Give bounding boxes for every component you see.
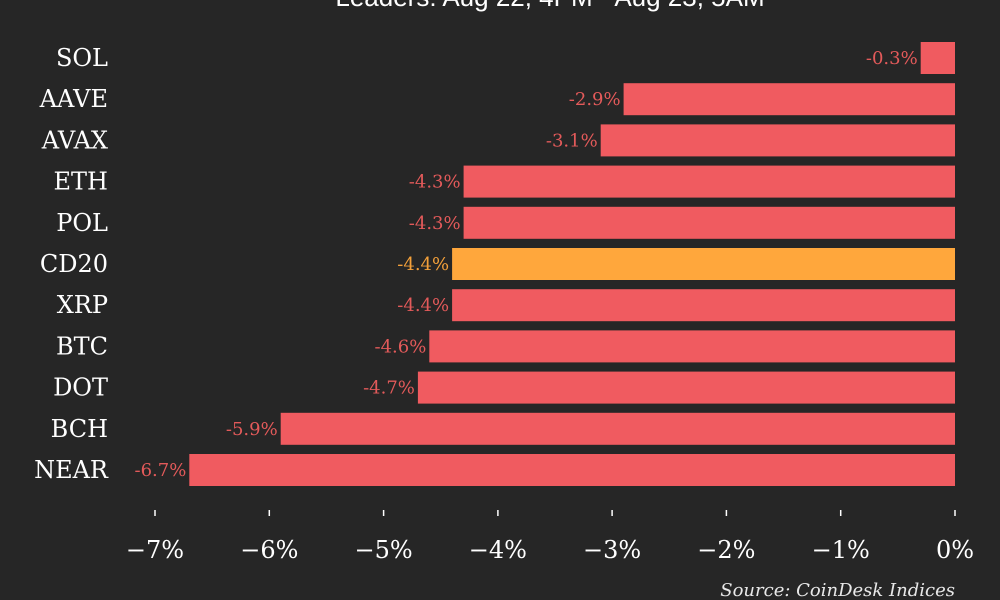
x-tick-label-2: −5% — [355, 536, 413, 564]
data-label-sol: -0.3% — [866, 48, 918, 69]
bar-sol — [920, 42, 955, 74]
category-label-cd20: CD20 — [40, 250, 108, 278]
category-label-pol: POL — [56, 209, 108, 237]
bar-eth — [463, 165, 955, 198]
category-label-dot: DOT — [53, 374, 108, 402]
category-label-xrp: XRP — [57, 291, 108, 319]
chart-title: Leaders: Aug 22, 4PM - Aug 23, 5AM — [335, 0, 764, 12]
category-label-bch: BCH — [51, 415, 108, 443]
x-tick-label-3: −4% — [469, 536, 527, 564]
category-label-avax: AVAX — [41, 126, 108, 154]
bar-pol — [463, 206, 955, 239]
x-tick-label-6: −1% — [812, 536, 870, 564]
bar-dot — [417, 371, 955, 404]
category-label-near: NEAR — [34, 456, 109, 484]
x-axis: −7% −6% −5% −4% −3% −2% −1% 0% — [126, 510, 974, 564]
category-label-eth: ETH — [54, 168, 108, 196]
data-label-bch: -5.9% — [226, 419, 278, 440]
bar-aave — [623, 83, 955, 116]
x-tick-label-4: −3% — [583, 536, 641, 564]
bar-near — [189, 454, 956, 486]
bar-xrp — [452, 289, 955, 322]
data-label-btc: -4.6% — [374, 336, 426, 357]
category-label-btc: BTC — [56, 332, 108, 360]
data-label-avax: -3.1% — [546, 130, 598, 151]
category-label-sol: SOL — [56, 44, 108, 72]
bars-layer: SOL -0.3% AAVE -2.9% AVAX -3.1% ETH -4.3% POL -4.… — [34, 42, 956, 486]
category-label-aave: AAVE — [39, 85, 108, 113]
bar-avax — [600, 124, 955, 157]
x-tick-label-7: 0% — [936, 536, 974, 564]
data-label-cd20: -4.4% — [397, 254, 449, 275]
bar-cd20 — [452, 248, 955, 280]
x-tick-label-0: −7% — [126, 536, 184, 564]
data-label-near: -6.7% — [134, 460, 186, 481]
bar-bch — [280, 412, 955, 445]
x-tick-label-5: −2% — [697, 536, 755, 564]
data-label-dot: -4.7% — [363, 378, 415, 399]
data-label-xrp: -4.4% — [397, 295, 449, 316]
data-label-aave: -2.9% — [569, 89, 621, 110]
data-label-pol: -4.3% — [409, 213, 461, 234]
source-note: Source: CoinDesk Indices — [720, 580, 955, 600]
data-label-eth: -4.3% — [409, 172, 461, 193]
x-tick-label-1: −6% — [240, 536, 298, 564]
bar-btc — [429, 330, 955, 363]
